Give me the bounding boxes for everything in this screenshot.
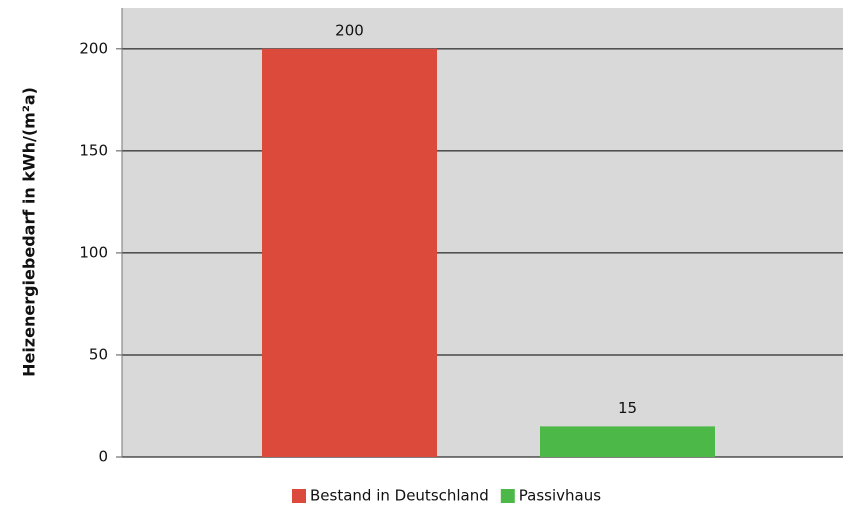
legend-swatch (292, 489, 306, 503)
y-tick-label: 150 (79, 141, 108, 159)
legend-swatch (500, 489, 515, 503)
legend-label: Passivhaus (519, 487, 601, 505)
bar (540, 426, 715, 457)
y-tick-label: 100 (79, 243, 108, 261)
y-axis-label: Heizenergiebedarf in kWh/(m²a) (20, 87, 39, 377)
y-tick-label: 50 (89, 345, 108, 363)
bar (262, 48, 437, 458)
data-label: 200 (335, 21, 364, 39)
y-tick-label: 0 (98, 448, 108, 466)
data-label: 15 (618, 399, 637, 417)
legend-label: Bestand in Deutschland (310, 487, 489, 505)
y-tick-label: 200 (79, 39, 108, 57)
plot-area (122, 8, 843, 457)
